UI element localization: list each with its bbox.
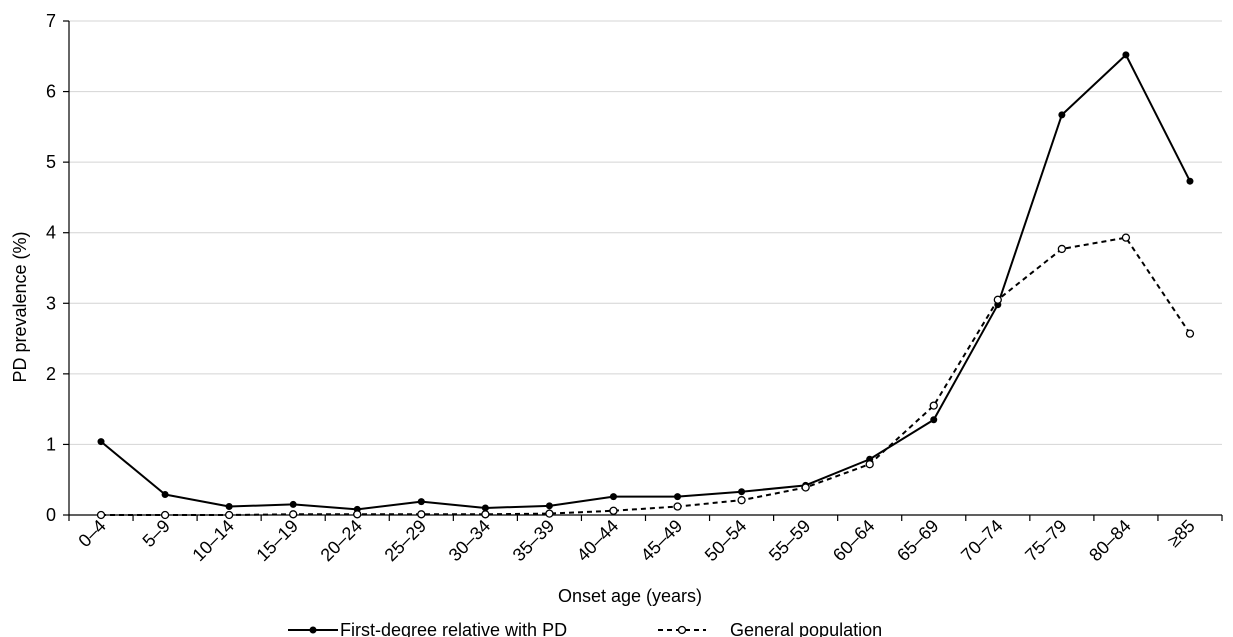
data-point (609, 493, 617, 501)
data-point (930, 416, 938, 424)
x-tick-label: 50–54 (701, 516, 751, 566)
data-point (1122, 51, 1130, 59)
data-point (1057, 244, 1067, 254)
data-point (224, 510, 234, 520)
x-tick-label: 35–39 (509, 516, 559, 566)
series-line (101, 236, 1191, 516)
x-tick-label: 5–9 (139, 516, 174, 551)
series-first-degree (97, 51, 1194, 513)
data-point (161, 491, 169, 499)
series-lines (96, 51, 1195, 520)
data-point (417, 498, 425, 506)
data-point (289, 510, 298, 519)
x-tick-label: 65–69 (893, 516, 943, 566)
data-point (673, 502, 682, 511)
data-point (353, 510, 362, 519)
data-point (225, 503, 233, 511)
x-axis-title: Onset age (years) (558, 586, 702, 606)
data-point (545, 509, 554, 518)
data-point (481, 504, 489, 512)
legend-marker-first-degree (309, 626, 317, 634)
data-point (289, 500, 297, 508)
data-point (674, 493, 682, 501)
gridlines (69, 20, 1222, 445)
y-tick-label: 0 (46, 505, 56, 525)
y-tick-label: 3 (46, 293, 56, 313)
x-tick-label: 45–49 (637, 516, 687, 566)
x-tick-label: 70–74 (957, 516, 1007, 566)
legend-marker-general-population (677, 625, 687, 635)
data-point (738, 488, 746, 496)
legend-label-first-degree: First-degree relative with PD (340, 620, 567, 637)
y-axis-title: PD prevalence (%) (10, 231, 30, 382)
data-point (97, 438, 105, 446)
legend: First-degree relative with PD General po… (288, 620, 882, 637)
y-tick-label: 2 (46, 364, 56, 384)
data-point (865, 460, 874, 469)
data-point (993, 295, 1002, 304)
x-tick-label: 30–34 (445, 516, 495, 566)
data-point (160, 510, 170, 520)
x-tick-label: 60–64 (829, 516, 879, 566)
legend-item-general-population: General population (658, 620, 882, 637)
x-tick-label: 80–84 (1085, 516, 1135, 566)
x-tick-label: 40–44 (573, 516, 623, 566)
y-tick-label: 4 (46, 223, 56, 243)
x-tick-label: 25–29 (381, 516, 431, 566)
x-tick-label: 15–19 (252, 516, 302, 566)
y-tick-label: 6 (46, 82, 56, 102)
data-point (1058, 111, 1066, 119)
y-tick-label: 7 (46, 11, 56, 31)
x-tick-labels: 0–4 5–9 10–14 15–19 20–24 25–29 30–34 35–39 40–4… (74, 516, 1198, 566)
data-point (929, 401, 938, 410)
data-point (609, 506, 618, 515)
axes (63, 20, 1223, 521)
data-point (1185, 329, 1195, 338)
x-tick-label: ≥85 (1164, 516, 1199, 551)
x-tick-label: 10–14 (188, 516, 238, 566)
series-line (100, 53, 1191, 511)
x-tick-label: 20–24 (317, 516, 367, 566)
legend-item-first-degree: First-degree relative with PD (288, 620, 567, 637)
data-point (1121, 233, 1131, 242)
x-tick-label: 0–4 (74, 516, 109, 551)
data-point (96, 510, 106, 520)
y-tick-label: 5 (46, 152, 56, 172)
y-tick-label: 1 (46, 434, 56, 454)
data-point (1186, 177, 1194, 185)
data-point (417, 510, 426, 519)
data-point (481, 510, 490, 519)
series-general-population (96, 233, 1195, 520)
legend-label-general-population: General population (730, 620, 882, 637)
data-point (801, 483, 810, 492)
x-tick-label: 75–79 (1021, 516, 1071, 566)
data-point (545, 502, 553, 510)
y-tick-labels: 0 1 2 3 4 5 6 7 (46, 11, 56, 525)
x-tick-label: 55–59 (765, 516, 815, 566)
data-point (737, 496, 746, 505)
